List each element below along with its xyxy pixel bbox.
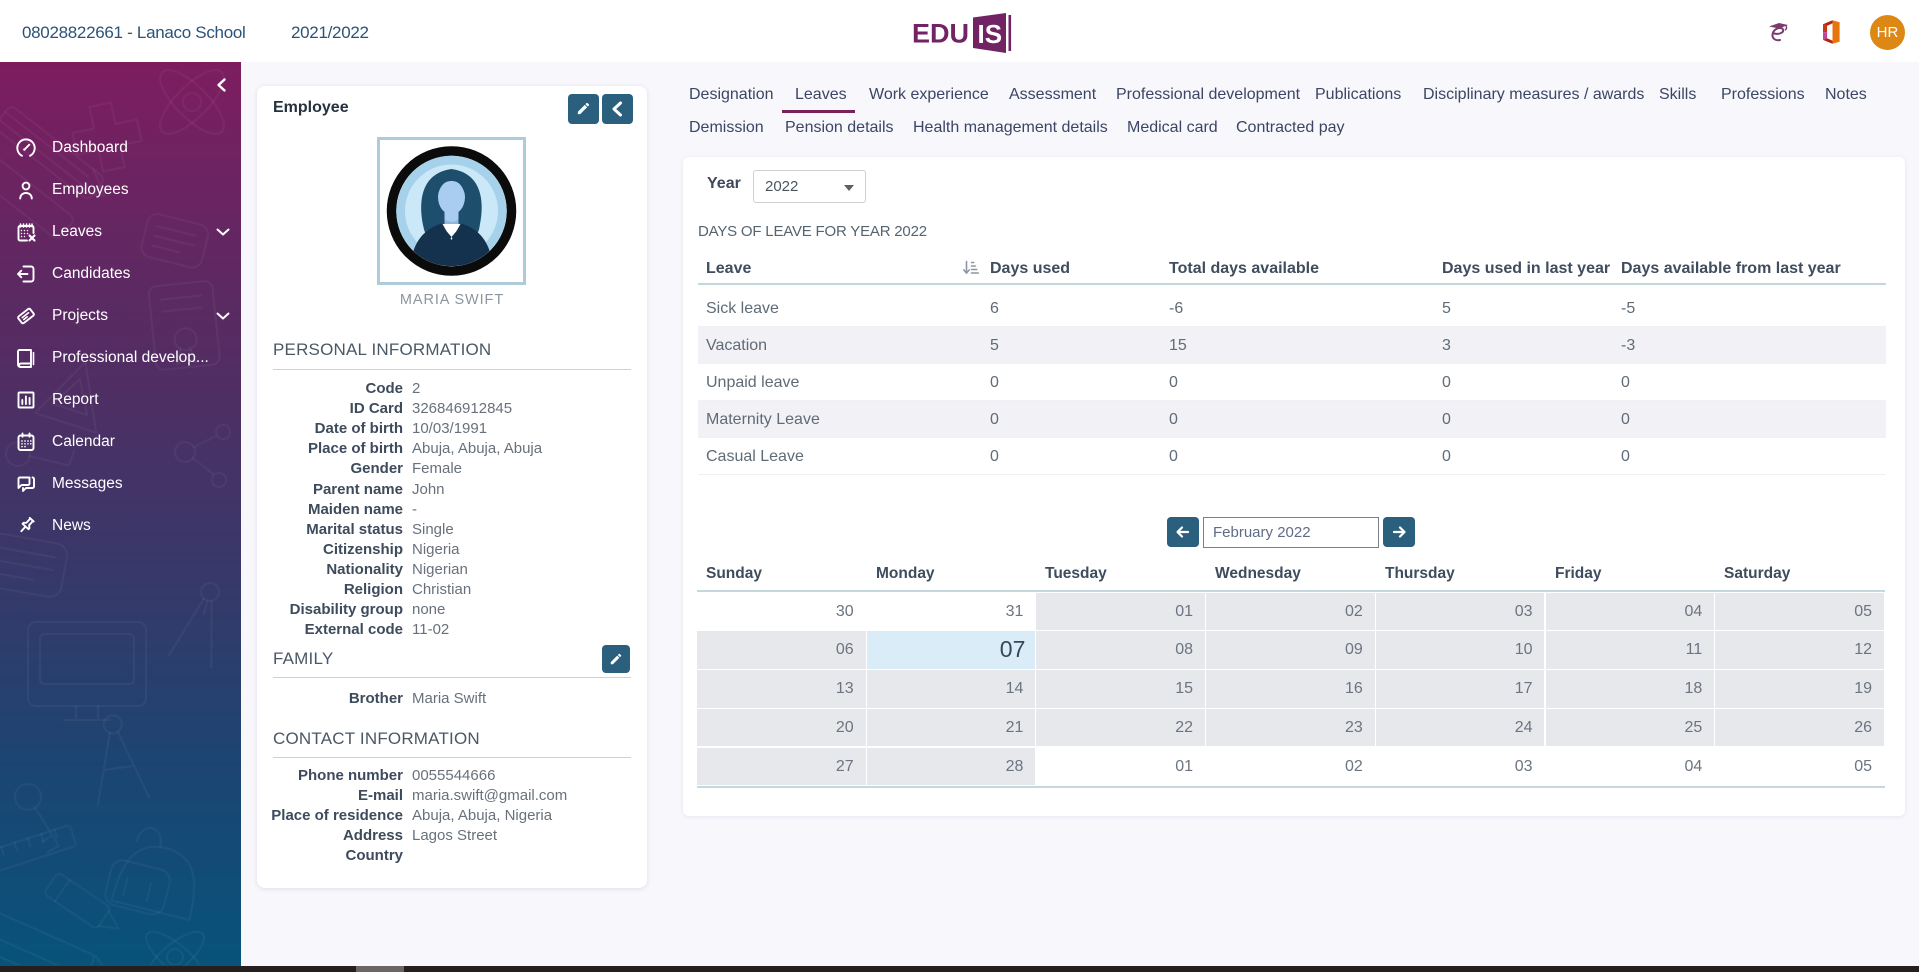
svg-text:IS: IS [978, 19, 1003, 49]
svg-text:EDU: EDU [912, 19, 969, 49]
